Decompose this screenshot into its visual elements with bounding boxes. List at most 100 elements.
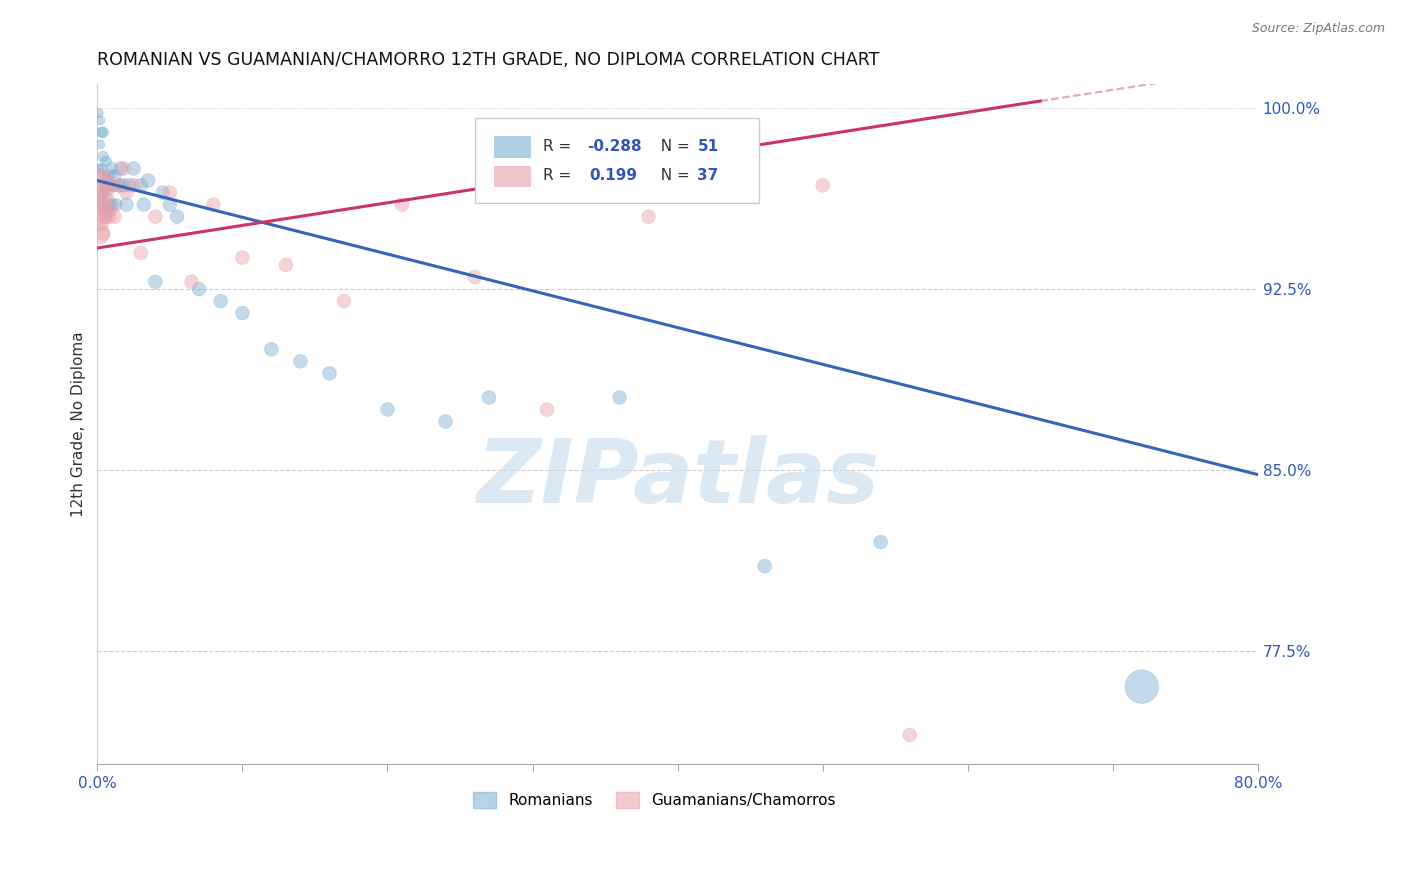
Point: [869, 535, 891, 549]
Point: [89, 197, 111, 211]
Point: [260, 343, 283, 357]
Point: [112, 161, 135, 176]
Point: [333, 293, 356, 308]
Point: [90, 197, 112, 211]
Point: [159, 197, 181, 211]
Point: [377, 402, 399, 417]
Point: [318, 367, 340, 381]
Point: [91, 149, 114, 163]
Point: [637, 210, 659, 224]
Text: N =: N =: [651, 139, 695, 154]
Point: [93, 169, 115, 183]
Point: [89, 169, 111, 183]
Point: [87, 202, 110, 217]
Point: [93, 178, 115, 193]
Point: [101, 197, 124, 211]
Point: [136, 173, 159, 187]
Point: [478, 391, 501, 405]
Point: [90, 161, 112, 176]
Point: [391, 197, 413, 211]
Point: [93, 210, 115, 224]
FancyBboxPatch shape: [495, 136, 531, 158]
FancyBboxPatch shape: [474, 118, 759, 203]
Point: [87, 161, 110, 176]
Point: [811, 178, 834, 193]
Text: -0.288: -0.288: [588, 139, 641, 154]
Point: [122, 161, 145, 176]
Point: [112, 178, 135, 193]
Point: [89, 113, 111, 128]
Legend: Romanians, Guamanians/Chamorros: Romanians, Guamanians/Chamorros: [467, 786, 842, 814]
Point: [108, 178, 131, 193]
Point: [609, 391, 631, 405]
Point: [290, 354, 312, 368]
Point: [93, 202, 115, 217]
Point: [132, 197, 155, 211]
Point: [101, 161, 124, 176]
Point: [129, 245, 152, 260]
Point: [166, 210, 188, 224]
Point: [91, 202, 114, 217]
Point: [101, 178, 124, 193]
Point: [202, 197, 225, 211]
Point: [152, 186, 174, 200]
Point: [105, 197, 128, 211]
Point: [90, 186, 112, 200]
Point: [898, 728, 921, 742]
Text: ROMANIAN VS GUAMANIAN/CHAMORRO 12TH GRADE, NO DIPLOMA CORRELATION CHART: ROMANIAN VS GUAMANIAN/CHAMORRO 12TH GRAD…: [97, 51, 880, 69]
Point: [94, 178, 117, 193]
Point: [180, 275, 202, 289]
Point: [536, 402, 558, 417]
Point: [274, 258, 297, 272]
Point: [90, 217, 112, 231]
Text: N =: N =: [651, 169, 695, 184]
Point: [108, 178, 131, 193]
FancyBboxPatch shape: [495, 166, 531, 187]
Point: [115, 197, 138, 211]
Point: [434, 415, 457, 429]
Point: [87, 178, 110, 193]
Point: [97, 197, 120, 211]
Text: ZIPatlas: ZIPatlas: [477, 434, 879, 522]
Point: [94, 154, 117, 169]
Point: [89, 186, 111, 200]
Point: [94, 210, 117, 224]
Point: [87, 106, 110, 120]
Point: [122, 178, 145, 193]
Point: [100, 202, 122, 217]
Point: [104, 169, 127, 183]
Text: R =: R =: [543, 139, 576, 154]
Point: [1130, 680, 1153, 694]
Point: [231, 306, 253, 320]
Point: [231, 251, 253, 265]
Point: [103, 178, 125, 193]
Point: [93, 186, 115, 200]
Point: [97, 210, 120, 224]
Text: 0.199: 0.199: [589, 169, 637, 184]
Point: [754, 559, 776, 574]
Point: [94, 173, 117, 187]
Point: [96, 193, 118, 207]
Point: [110, 161, 132, 176]
Point: [104, 210, 127, 224]
Text: 37: 37: [697, 169, 718, 184]
Text: Source: ZipAtlas.com: Source: ZipAtlas.com: [1251, 22, 1385, 36]
Point: [89, 137, 111, 152]
Point: [97, 169, 120, 183]
Point: [115, 186, 138, 200]
Text: R =: R =: [543, 169, 576, 184]
Y-axis label: 12th Grade, No Diploma: 12th Grade, No Diploma: [72, 331, 86, 516]
Point: [96, 202, 118, 217]
Point: [463, 269, 485, 284]
Point: [209, 293, 232, 308]
Point: [118, 178, 141, 193]
Point: [91, 125, 114, 139]
Point: [724, 173, 747, 187]
Point: [87, 227, 110, 241]
Point: [145, 275, 167, 289]
Point: [187, 282, 209, 296]
Point: [100, 178, 122, 193]
Text: 51: 51: [697, 139, 718, 154]
Point: [96, 178, 118, 193]
Point: [91, 227, 114, 241]
